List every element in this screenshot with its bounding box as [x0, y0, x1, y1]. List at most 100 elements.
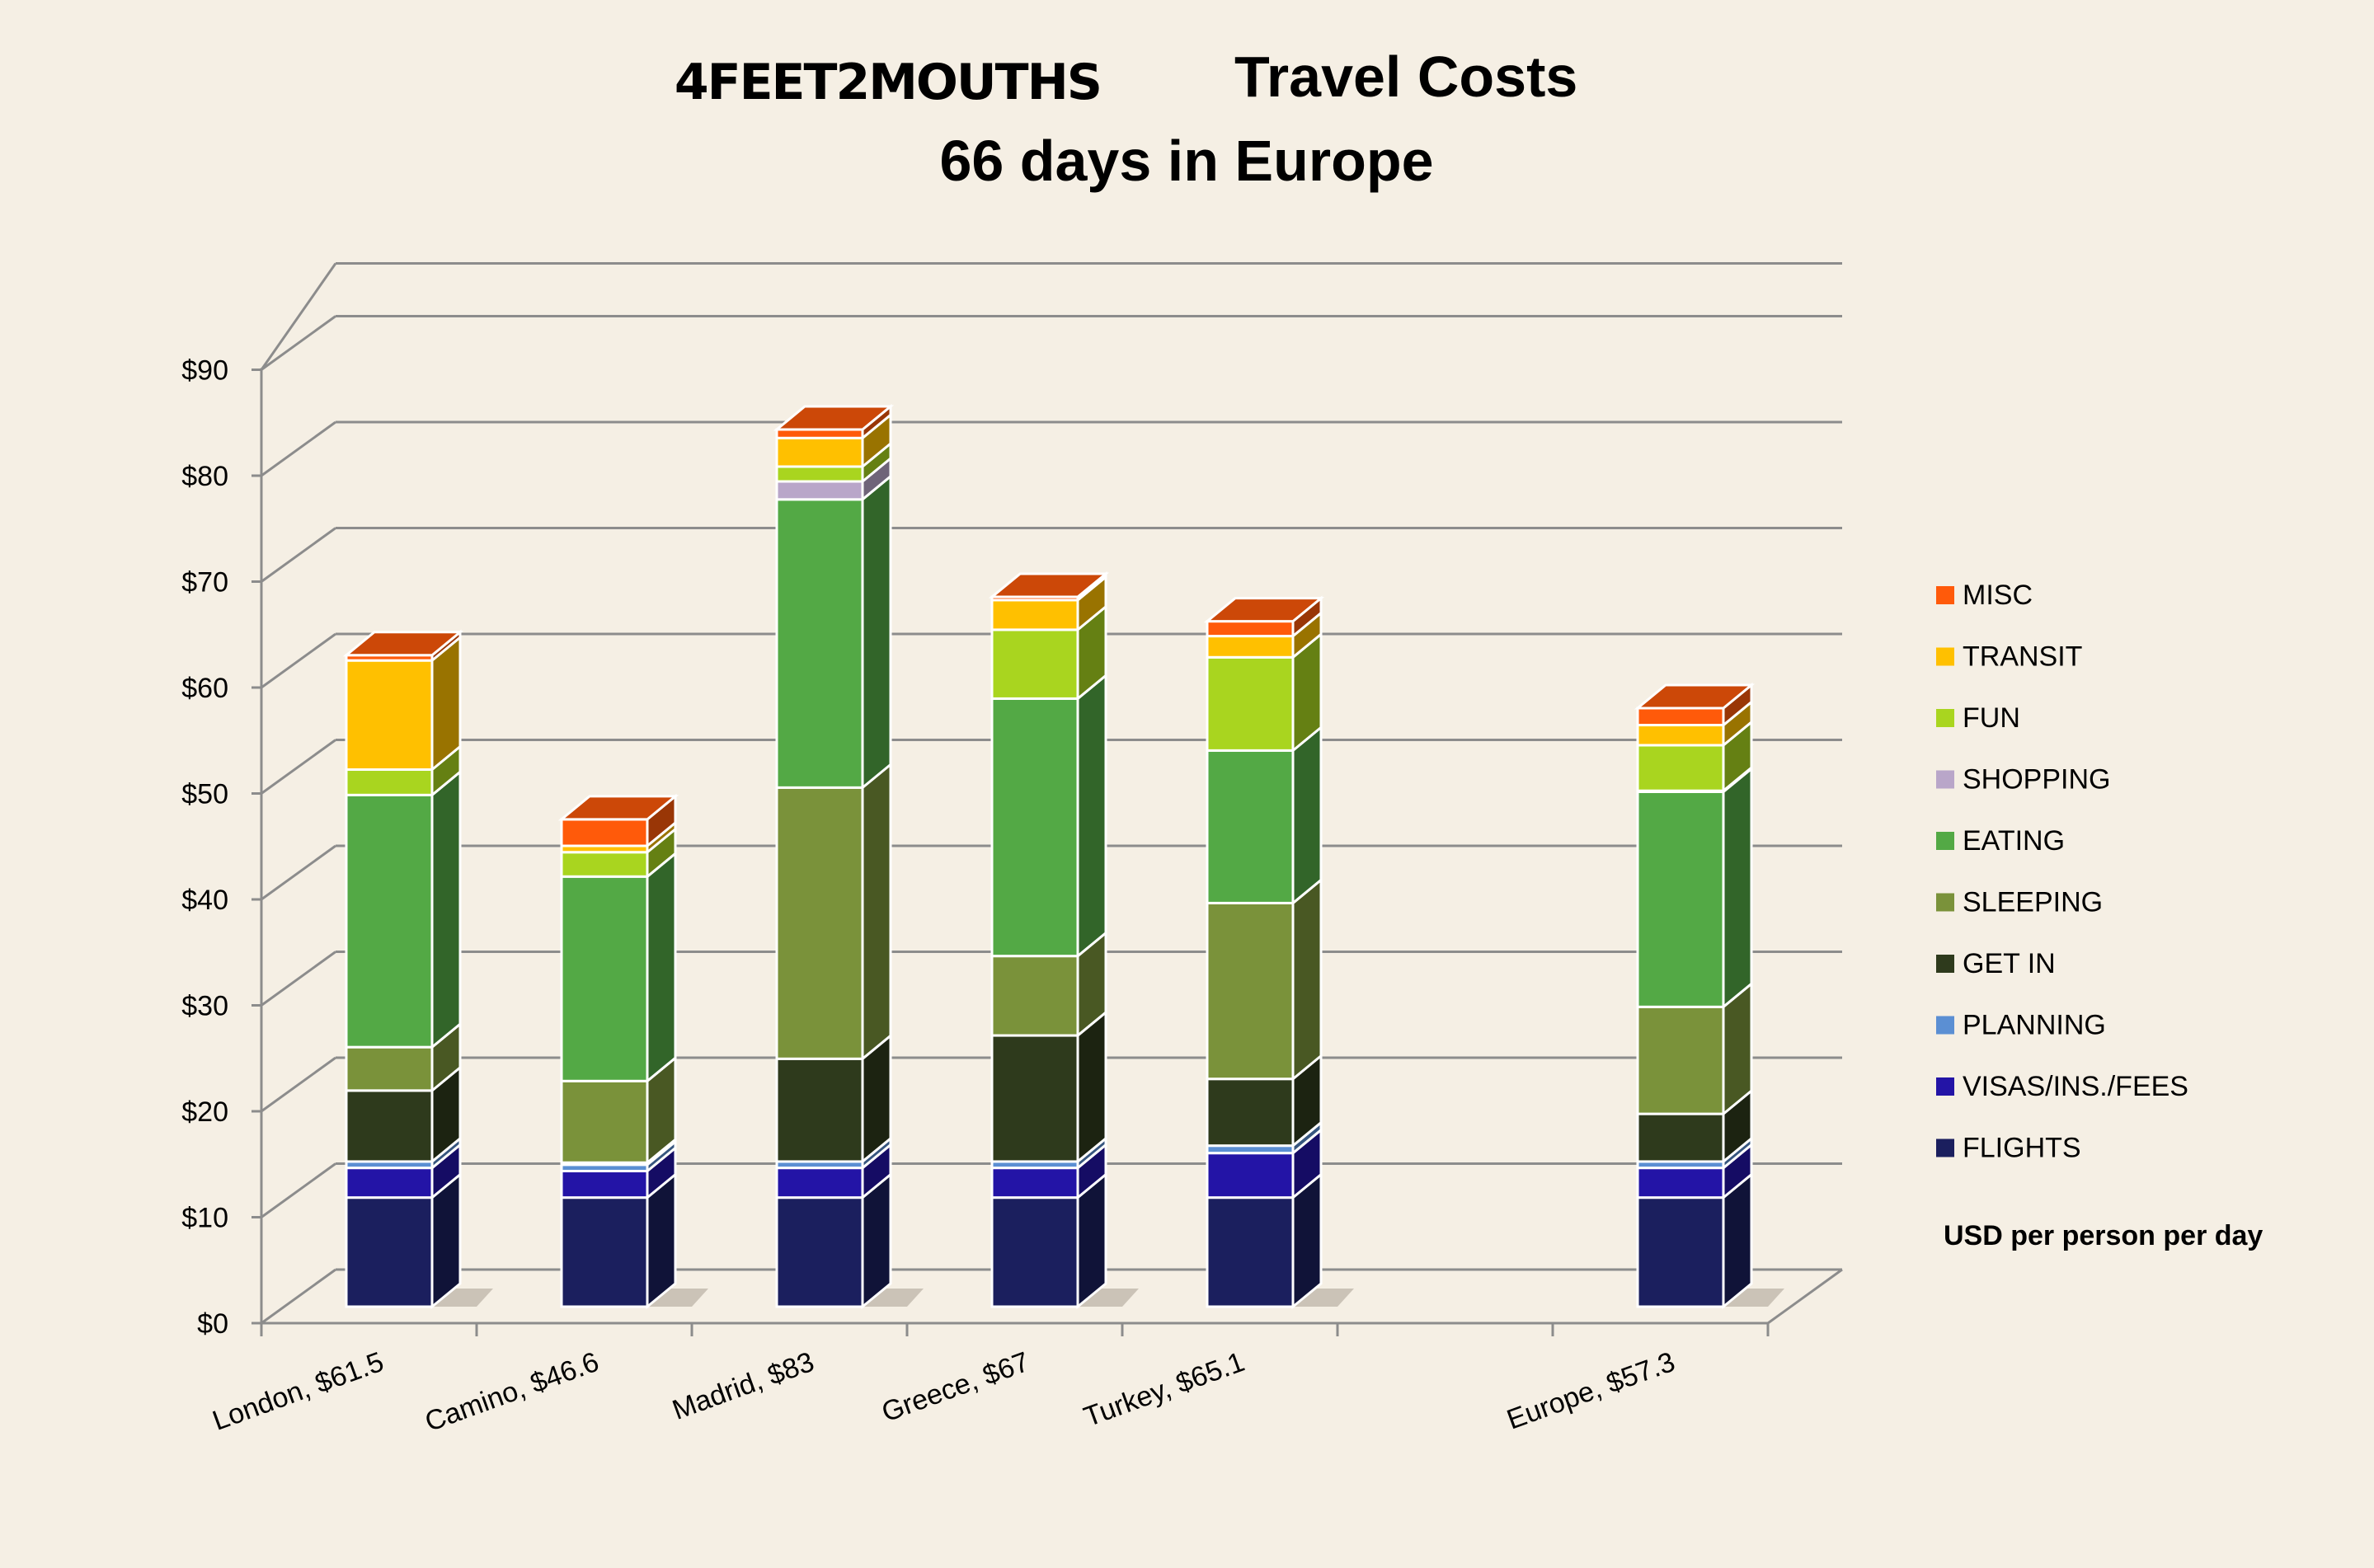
chart-title-rest: Travel Costs — [1234, 45, 1577, 109]
bar-segment — [1206, 1152, 1295, 1199]
bar-segment — [775, 498, 864, 789]
bar-segment — [1636, 744, 1725, 792]
y-tick-label: $20 — [181, 1096, 228, 1128]
grid-depth-line — [261, 420, 336, 477]
legend-label: SHOPPING — [1963, 764, 2110, 796]
grid-depth-line — [261, 315, 336, 371]
bar-segment — [1206, 901, 1295, 1081]
bar-segment — [345, 659, 434, 772]
y-tick-label: $30 — [181, 991, 228, 1022]
bar-segment — [1636, 1112, 1725, 1163]
y-axis: $0 $10 $20 $30 $40 $50 $60 $70 $80 $90 — [181, 355, 1843, 1340]
bar-segment — [775, 786, 864, 1060]
bar-segment — [345, 1196, 434, 1308]
legend-swatch — [1936, 1016, 1954, 1035]
x-category-label: Camino, $46.6 — [421, 1346, 603, 1438]
bar-segment-side — [430, 769, 462, 1050]
legend-label: EATING — [1963, 825, 2065, 857]
bar-segment — [990, 697, 1079, 958]
grid-depth-line — [261, 739, 336, 795]
grid-depth-line — [261, 951, 336, 1007]
bar-segment — [1206, 749, 1295, 904]
legend: MISC TRANSIT FUN SHOPPING EATING SLEEPING GET … — [1936, 580, 2188, 1164]
y-tick-label: $0 — [197, 1308, 228, 1340]
legend-label: GET IN — [1963, 948, 2056, 979]
bar-segment — [990, 955, 1079, 1037]
grid-depth-line — [260, 262, 337, 371]
bar-segment — [990, 628, 1079, 700]
bar-segment — [1636, 1196, 1725, 1308]
grid-depth-line — [261, 844, 336, 901]
legend-swatch — [1936, 586, 1954, 604]
bar-segment-side — [1291, 877, 1323, 1082]
bar-top-face — [342, 631, 464, 657]
legend-swatch — [1936, 770, 1954, 789]
bar-segment-side — [646, 851, 677, 1084]
legend-label: PLANNING — [1963, 1010, 2106, 1041]
bar-segment — [560, 1170, 649, 1199]
bar-segment-side — [1722, 766, 1753, 1010]
bar-segment — [1206, 635, 1295, 659]
bar-segment — [1206, 620, 1295, 638]
bar-segment-side — [1076, 1009, 1107, 1165]
bar-segment — [775, 1167, 864, 1199]
bar-segment — [775, 1057, 864, 1163]
bar-segment-side — [861, 473, 892, 791]
legend-swatch — [1936, 893, 1954, 912]
units-note: USD per person per day — [1944, 1220, 2263, 1251]
x-category-label: Greece, $67 — [877, 1346, 1033, 1429]
bar-segment — [990, 599, 1079, 631]
x-category-label: Europe, $57.3 — [1502, 1346, 1679, 1436]
y-tick-label: $10 — [181, 1203, 228, 1234]
legend-label: VISAS/INS./FEES — [1963, 1071, 2188, 1102]
grid-depth-line — [261, 1268, 336, 1325]
legend-swatch — [1936, 1077, 1954, 1096]
bar-segment — [345, 1045, 434, 1092]
legend-label: TRANSIT — [1963, 641, 2082, 673]
bar-segment-side — [861, 762, 892, 1062]
bar-top-face — [773, 405, 895, 431]
bar-segment — [990, 1034, 1079, 1163]
bar-segment — [560, 1196, 649, 1308]
bar-segment — [560, 851, 649, 878]
y-tick-label: $40 — [181, 885, 228, 916]
grid-depth-line — [261, 1162, 336, 1218]
bar-segment-side — [1291, 725, 1323, 906]
legend-label: MISC — [1963, 580, 2033, 611]
legend-label: SLEEPING — [1963, 887, 2103, 918]
bar-segment — [775, 436, 864, 468]
grid-depth-line — [261, 632, 336, 689]
bar-top-face — [988, 572, 1110, 599]
grid-depth-line — [261, 527, 336, 583]
bar-segment — [990, 1167, 1079, 1199]
legend-label: FUN — [1963, 702, 2020, 734]
legend-swatch — [1936, 955, 1954, 973]
legend-swatch — [1936, 709, 1954, 727]
bar-segment — [775, 1196, 864, 1308]
x-category-label: Turkey, $65.1 — [1079, 1346, 1248, 1434]
bar-segment — [1206, 655, 1295, 752]
x-category-label: Madrid, $83 — [669, 1346, 819, 1426]
bar-segment — [1206, 1077, 1295, 1148]
bar-segment — [560, 875, 649, 1082]
bar-segment — [1636, 707, 1725, 727]
floor-edge — [1767, 1268, 1843, 1325]
x-axis-labels: London, $61.5 Camino, $46.6 Madrid, $83 Gre… — [209, 1346, 1679, 1438]
bar-segment — [1636, 1005, 1725, 1115]
bar-segment — [560, 1079, 649, 1164]
grid-depth-line — [261, 1056, 336, 1113]
y-tick-label: $80 — [181, 461, 228, 492]
bar-segment-side — [1076, 673, 1107, 959]
y-tick-label: $50 — [181, 779, 228, 810]
bar-top-face — [1203, 597, 1325, 623]
y-tick-label: $90 — [181, 355, 228, 387]
legend-swatch — [1936, 647, 1954, 666]
y-tick-label: $60 — [181, 673, 228, 704]
bar-segment — [1636, 724, 1725, 747]
bar-top-face — [1634, 683, 1756, 710]
bar-stacks — [342, 403, 1784, 1310]
bar-segment — [1636, 1167, 1725, 1199]
bar-segment — [345, 793, 434, 1049]
bar-top-face — [557, 795, 679, 821]
